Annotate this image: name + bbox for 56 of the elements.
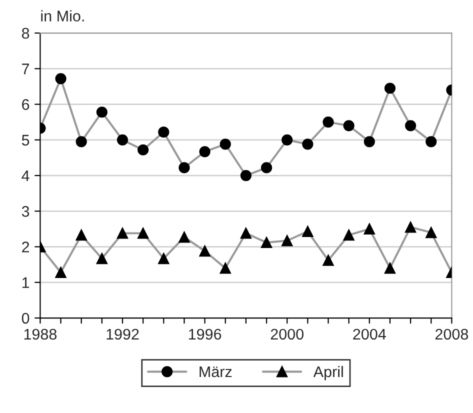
- point: [364, 136, 375, 148]
- point: [158, 252, 170, 264]
- point: [426, 226, 437, 238]
- point: [384, 262, 396, 274]
- point: [116, 228, 128, 239]
- point: [282, 134, 293, 146]
- point: [96, 106, 108, 118]
- y-tick-label: 1: [22, 277, 30, 288]
- y-tick-label: 4: [22, 170, 30, 182]
- point: [302, 138, 314, 150]
- point: [322, 254, 334, 266]
- point: [282, 235, 293, 246]
- point: [364, 223, 375, 235]
- point: [178, 162, 190, 174]
- point: [302, 226, 314, 238]
- point: [220, 262, 231, 274]
- x-tick-label: 2004: [353, 328, 386, 340]
- point: [426, 136, 437, 148]
- point: [322, 116, 334, 128]
- point: [260, 236, 272, 248]
- point: [76, 229, 87, 241]
- legend-label: April: [313, 366, 343, 380]
- point: [343, 229, 354, 241]
- point: [178, 232, 190, 243]
- y-tick-label: 0: [22, 312, 30, 324]
- point: [260, 162, 272, 174]
- x-tick-label: 2000: [270, 328, 304, 340]
- y-tick-label: 7: [22, 64, 30, 74]
- y-tick-label: 8: [22, 28, 30, 39]
- point: [116, 134, 128, 146]
- point: [240, 228, 252, 239]
- x-tick-label: 1992: [106, 328, 139, 340]
- x-tick-label: 1988: [24, 328, 57, 340]
- point: [76, 136, 87, 148]
- point: [55, 73, 66, 84]
- point: [96, 252, 108, 264]
- point: [240, 170, 252, 182]
- point: [138, 228, 149, 239]
- legend-label: März: [200, 366, 232, 378]
- y-tick-label: 5: [22, 134, 30, 146]
- point: [158, 126, 170, 138]
- point: [405, 222, 416, 233]
- point: [199, 245, 210, 257]
- point: [199, 146, 210, 158]
- y-tick-label: 3: [22, 206, 30, 217]
- point: [384, 82, 396, 94]
- y-axis-title: in Mio.: [41, 10, 84, 22]
- y-tick-label: 6: [22, 99, 30, 110]
- point: [55, 266, 66, 278]
- x-tick-label: 2008: [435, 328, 468, 340]
- x-tick-label: 1996: [188, 328, 222, 340]
- point: [405, 120, 416, 132]
- y-tick-label: 2: [22, 242, 30, 252]
- point: [138, 144, 149, 156]
- point: [343, 120, 354, 132]
- point: [220, 138, 231, 150]
